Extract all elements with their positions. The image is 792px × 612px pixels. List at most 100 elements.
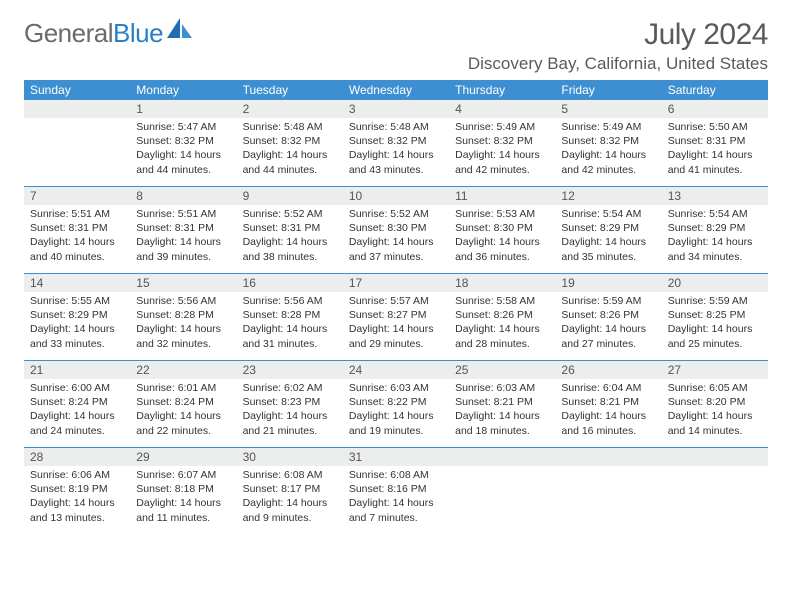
daylight-line: Daylight: 14 hours and 44 minutes. bbox=[136, 148, 230, 176]
daylight-line: Daylight: 14 hours and 38 minutes. bbox=[243, 235, 337, 263]
daylight-line: Daylight: 14 hours and 32 minutes. bbox=[136, 322, 230, 350]
sunset-line: Sunset: 8:30 PM bbox=[349, 221, 443, 235]
day-cell: 1Sunrise: 5:47 AMSunset: 8:32 PMDaylight… bbox=[130, 100, 236, 186]
sunset-line: Sunset: 8:24 PM bbox=[136, 395, 230, 409]
sunrise-line: Sunrise: 5:47 AM bbox=[136, 120, 230, 134]
sunset-line: Sunset: 8:29 PM bbox=[30, 308, 124, 322]
sunset-line: Sunset: 8:23 PM bbox=[243, 395, 337, 409]
day-body: Sunrise: 5:59 AMSunset: 8:26 PMDaylight:… bbox=[555, 292, 661, 355]
day-cell: 29Sunrise: 6:07 AMSunset: 8:18 PMDayligh… bbox=[130, 448, 236, 534]
daylight-line: Daylight: 14 hours and 25 minutes. bbox=[668, 322, 762, 350]
day-header: Tuesday bbox=[237, 80, 343, 100]
brand-part2: Blue bbox=[113, 18, 163, 49]
sunrise-line: Sunrise: 6:05 AM bbox=[668, 381, 762, 395]
day-body: Sunrise: 6:01 AMSunset: 8:24 PMDaylight:… bbox=[130, 379, 236, 442]
sunset-line: Sunset: 8:16 PM bbox=[349, 482, 443, 496]
calendar-grid: SundayMondayTuesdayWednesdayThursdayFrid… bbox=[24, 80, 768, 534]
sunset-line: Sunset: 8:21 PM bbox=[561, 395, 655, 409]
sunset-line: Sunset: 8:26 PM bbox=[455, 308, 549, 322]
daylight-line: Daylight: 14 hours and 36 minutes. bbox=[455, 235, 549, 263]
sunset-line: Sunset: 8:32 PM bbox=[243, 134, 337, 148]
day-number: 20 bbox=[662, 274, 768, 292]
header: GeneralBlue July 2024 Discovery Bay, Cal… bbox=[24, 18, 768, 74]
daylight-line: Daylight: 14 hours and 41 minutes. bbox=[668, 148, 762, 176]
day-number: 8 bbox=[130, 187, 236, 205]
day-number: 29 bbox=[130, 448, 236, 466]
sunrise-line: Sunrise: 5:52 AM bbox=[243, 207, 337, 221]
day-number: 30 bbox=[237, 448, 343, 466]
day-body: Sunrise: 6:03 AMSunset: 8:22 PMDaylight:… bbox=[343, 379, 449, 442]
day-body: Sunrise: 6:04 AMSunset: 8:21 PMDaylight:… bbox=[555, 379, 661, 442]
brand-part1: General bbox=[24, 18, 113, 49]
sunset-line: Sunset: 8:31 PM bbox=[243, 221, 337, 235]
sunset-line: Sunset: 8:29 PM bbox=[561, 221, 655, 235]
day-number: 23 bbox=[237, 361, 343, 379]
day-number bbox=[555, 448, 661, 466]
daylight-line: Daylight: 14 hours and 9 minutes. bbox=[243, 496, 337, 524]
day-body: Sunrise: 5:55 AMSunset: 8:29 PMDaylight:… bbox=[24, 292, 130, 355]
day-cell: 22Sunrise: 6:01 AMSunset: 8:24 PMDayligh… bbox=[130, 361, 236, 447]
daylight-line: Daylight: 14 hours and 7 minutes. bbox=[349, 496, 443, 524]
day-cell: 10Sunrise: 5:52 AMSunset: 8:30 PMDayligh… bbox=[343, 187, 449, 273]
day-body: Sunrise: 5:58 AMSunset: 8:26 PMDaylight:… bbox=[449, 292, 555, 355]
daylight-line: Daylight: 14 hours and 31 minutes. bbox=[243, 322, 337, 350]
day-cell: 14Sunrise: 5:55 AMSunset: 8:29 PMDayligh… bbox=[24, 274, 130, 360]
day-number bbox=[449, 448, 555, 466]
sunset-line: Sunset: 8:28 PM bbox=[136, 308, 230, 322]
day-body: Sunrise: 5:59 AMSunset: 8:25 PMDaylight:… bbox=[662, 292, 768, 355]
sunset-line: Sunset: 8:24 PM bbox=[30, 395, 124, 409]
sunset-line: Sunset: 8:20 PM bbox=[668, 395, 762, 409]
sunrise-line: Sunrise: 6:03 AM bbox=[455, 381, 549, 395]
day-number: 1 bbox=[130, 100, 236, 118]
day-header: Thursday bbox=[449, 80, 555, 100]
day-header-row: SundayMondayTuesdayWednesdayThursdayFrid… bbox=[24, 80, 768, 100]
week-row: 7Sunrise: 5:51 AMSunset: 8:31 PMDaylight… bbox=[24, 186, 768, 273]
day-body: Sunrise: 6:00 AMSunset: 8:24 PMDaylight:… bbox=[24, 379, 130, 442]
day-cell: 28Sunrise: 6:06 AMSunset: 8:19 PMDayligh… bbox=[24, 448, 130, 534]
title-block: July 2024 Discovery Bay, California, Uni… bbox=[468, 18, 768, 74]
sunset-line: Sunset: 8:26 PM bbox=[561, 308, 655, 322]
sunset-line: Sunset: 8:18 PM bbox=[136, 482, 230, 496]
location-text: Discovery Bay, California, United States bbox=[468, 54, 768, 74]
day-body: Sunrise: 5:54 AMSunset: 8:29 PMDaylight:… bbox=[662, 205, 768, 268]
sunrise-line: Sunrise: 5:52 AM bbox=[349, 207, 443, 221]
day-body: Sunrise: 6:08 AMSunset: 8:16 PMDaylight:… bbox=[343, 466, 449, 529]
day-number: 3 bbox=[343, 100, 449, 118]
sunrise-line: Sunrise: 5:55 AM bbox=[30, 294, 124, 308]
day-cell: 27Sunrise: 6:05 AMSunset: 8:20 PMDayligh… bbox=[662, 361, 768, 447]
sunset-line: Sunset: 8:27 PM bbox=[349, 308, 443, 322]
sunset-line: Sunset: 8:25 PM bbox=[668, 308, 762, 322]
daylight-line: Daylight: 14 hours and 11 minutes. bbox=[136, 496, 230, 524]
day-cell: 18Sunrise: 5:58 AMSunset: 8:26 PMDayligh… bbox=[449, 274, 555, 360]
sunrise-line: Sunrise: 5:59 AM bbox=[668, 294, 762, 308]
day-cell: 17Sunrise: 5:57 AMSunset: 8:27 PMDayligh… bbox=[343, 274, 449, 360]
sunset-line: Sunset: 8:22 PM bbox=[349, 395, 443, 409]
sunrise-line: Sunrise: 6:06 AM bbox=[30, 468, 124, 482]
daylight-line: Daylight: 14 hours and 22 minutes. bbox=[136, 409, 230, 437]
sunrise-line: Sunrise: 5:53 AM bbox=[455, 207, 549, 221]
day-body: Sunrise: 5:56 AMSunset: 8:28 PMDaylight:… bbox=[237, 292, 343, 355]
daylight-line: Daylight: 14 hours and 14 minutes. bbox=[668, 409, 762, 437]
day-body: Sunrise: 6:05 AMSunset: 8:20 PMDaylight:… bbox=[662, 379, 768, 442]
day-body bbox=[662, 466, 768, 472]
day-body: Sunrise: 5:49 AMSunset: 8:32 PMDaylight:… bbox=[449, 118, 555, 181]
day-cell: 15Sunrise: 5:56 AMSunset: 8:28 PMDayligh… bbox=[130, 274, 236, 360]
day-body: Sunrise: 5:50 AMSunset: 8:31 PMDaylight:… bbox=[662, 118, 768, 181]
day-cell: 6Sunrise: 5:50 AMSunset: 8:31 PMDaylight… bbox=[662, 100, 768, 186]
day-cell: 25Sunrise: 6:03 AMSunset: 8:21 PMDayligh… bbox=[449, 361, 555, 447]
sunset-line: Sunset: 8:21 PM bbox=[455, 395, 549, 409]
day-body: Sunrise: 5:51 AMSunset: 8:31 PMDaylight:… bbox=[130, 205, 236, 268]
day-number: 15 bbox=[130, 274, 236, 292]
sunrise-line: Sunrise: 5:51 AM bbox=[136, 207, 230, 221]
daylight-line: Daylight: 14 hours and 24 minutes. bbox=[30, 409, 124, 437]
day-header: Friday bbox=[555, 80, 661, 100]
day-number: 19 bbox=[555, 274, 661, 292]
sunset-line: Sunset: 8:17 PM bbox=[243, 482, 337, 496]
sunrise-line: Sunrise: 6:00 AM bbox=[30, 381, 124, 395]
day-cell: 9 Sunrise: 5:52 AMSunset: 8:31 PMDaylight… bbox=[237, 187, 343, 273]
day-number: 2 bbox=[237, 100, 343, 118]
sail-icon bbox=[167, 16, 193, 47]
day-header: Sunday bbox=[24, 80, 130, 100]
day-number: 9 bbox=[237, 187, 343, 205]
day-cell: 21Sunrise: 6:00 AMSunset: 8:24 PMDayligh… bbox=[24, 361, 130, 447]
